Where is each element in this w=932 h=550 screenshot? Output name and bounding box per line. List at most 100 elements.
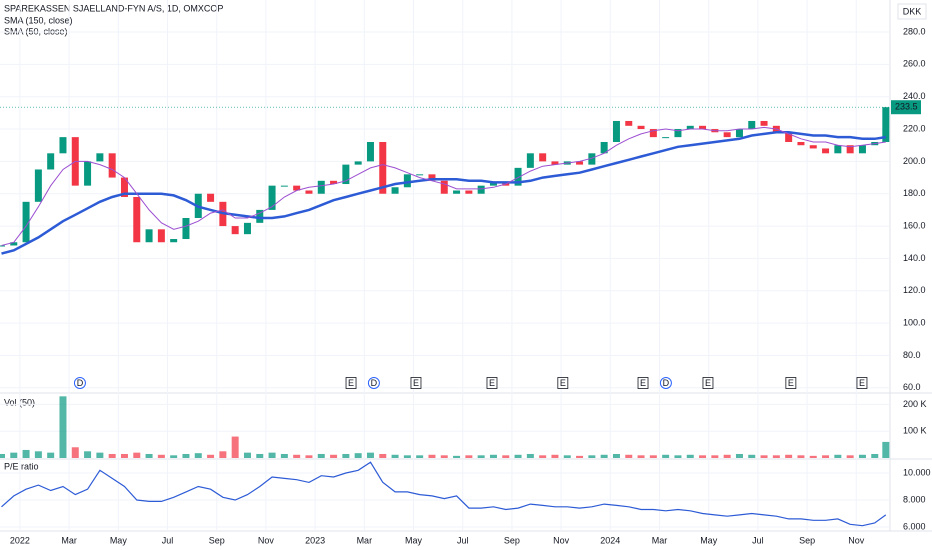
candle: [145, 229, 153, 243]
candle: [674, 129, 682, 138]
last-price-box: [891, 100, 921, 115]
candle: [760, 120, 768, 126]
candle: [59, 137, 67, 154]
candle: [243, 222, 251, 235]
volume-bar: [47, 452, 55, 458]
candle: [797, 141, 805, 146]
x-tick-label: 2024: [600, 535, 620, 545]
candle: [748, 120, 756, 130]
candle: [391, 187, 399, 194]
candle: [108, 153, 116, 178]
event-label: E: [788, 378, 794, 388]
candle: [34, 169, 42, 202]
volume-bar: [268, 452, 276, 458]
volume-bar: [330, 454, 338, 458]
event-marker: [345, 377, 357, 389]
candle: [280, 185, 288, 187]
y-tick-label: 6.000: [903, 521, 926, 531]
currency: DKK: [903, 6, 922, 16]
x-tick-label: Mar: [357, 535, 373, 545]
candle: [342, 164, 350, 185]
candle: [686, 125, 694, 130]
x-tick-label: Nov: [848, 535, 865, 545]
candle: [256, 209, 264, 223]
volume-bar: [133, 452, 141, 458]
candle: [96, 153, 104, 162]
candle: [428, 174, 436, 181]
candle: [477, 185, 485, 194]
volume-bar: [207, 454, 215, 458]
y-tick-label: 160.0: [903, 220, 926, 230]
candle: [846, 145, 854, 154]
volume-bar: [182, 453, 190, 458]
volume-bar: [735, 453, 743, 458]
y-tick-label: 180.0: [903, 188, 926, 198]
volume-bar: [108, 453, 116, 458]
event-label: D: [663, 378, 670, 388]
x-tick-label: Mar: [61, 535, 77, 545]
volume-bar: [403, 455, 411, 458]
y-tick-label: 80.0: [903, 350, 921, 360]
volume-bar: [157, 454, 165, 458]
sma-line: [1, 126, 886, 246]
volume-bar: [539, 455, 547, 458]
event-marker: [73, 377, 86, 389]
event-marker: [557, 377, 569, 389]
sma-line: [1, 131, 886, 255]
volume-bar: [662, 454, 670, 458]
volume-bar: [785, 454, 793, 458]
candle: [453, 190, 461, 194]
volume-bar: [882, 441, 890, 458]
x-tick-label: Sep: [799, 535, 815, 545]
x-tick-label: Mar: [652, 535, 668, 545]
volume-bar: [809, 455, 817, 458]
volume-bar: [22, 449, 30, 458]
volume-bar: [465, 455, 473, 458]
event-label: D: [77, 378, 84, 388]
volume-bar: [772, 455, 780, 458]
y-tick-label: 100 K: [903, 426, 927, 436]
candle: [858, 145, 866, 154]
chart-title: SPAREKASSEN SJAELLAND-FYN A/S, 1D, OMXCO…: [4, 3, 223, 13]
event-marker: [659, 377, 672, 389]
volume-bar: [354, 453, 362, 458]
volume-bar: [699, 455, 707, 458]
y-tick-label: 100.0: [903, 317, 926, 327]
volume-bar: [858, 454, 866, 458]
candle: [723, 132, 731, 138]
x-tick-label: 2023: [305, 535, 325, 545]
y-tick-label: 220.0: [903, 123, 926, 133]
volume-bar: [600, 454, 608, 458]
volume-bar: [649, 455, 657, 458]
volume-bar: [822, 455, 830, 458]
volume-bar: [231, 436, 239, 458]
x-tick-label: Jul: [752, 535, 764, 545]
candle: [354, 161, 362, 165]
volume-bar: [305, 455, 313, 458]
volume-bar: [120, 453, 128, 458]
y-tick-label: 200 K: [903, 399, 927, 409]
x-tick-label: 2022: [10, 535, 30, 545]
candle: [47, 153, 55, 170]
volume-bar: [576, 455, 584, 458]
candle: [0, 245, 5, 247]
event-label: E: [489, 378, 495, 388]
last-price-label: 233.5: [895, 102, 918, 112]
event-label: E: [413, 378, 419, 388]
candle: [379, 141, 387, 194]
volume-bar: [514, 454, 522, 458]
candle: [268, 185, 276, 210]
volume-bar: [243, 452, 251, 458]
volume-bar: [219, 451, 227, 458]
candle: [699, 125, 707, 130]
candle: [637, 125, 645, 130]
event-marker: [702, 377, 714, 389]
candle: [10, 242, 18, 246]
candle: [735, 129, 743, 138]
volume-bar: [256, 453, 264, 458]
volume-bar: [834, 454, 842, 458]
volume-bar: [871, 453, 879, 458]
volume-bar: [34, 451, 42, 458]
event-marker: [486, 377, 498, 389]
y-tick-label: 240.0: [903, 91, 926, 101]
